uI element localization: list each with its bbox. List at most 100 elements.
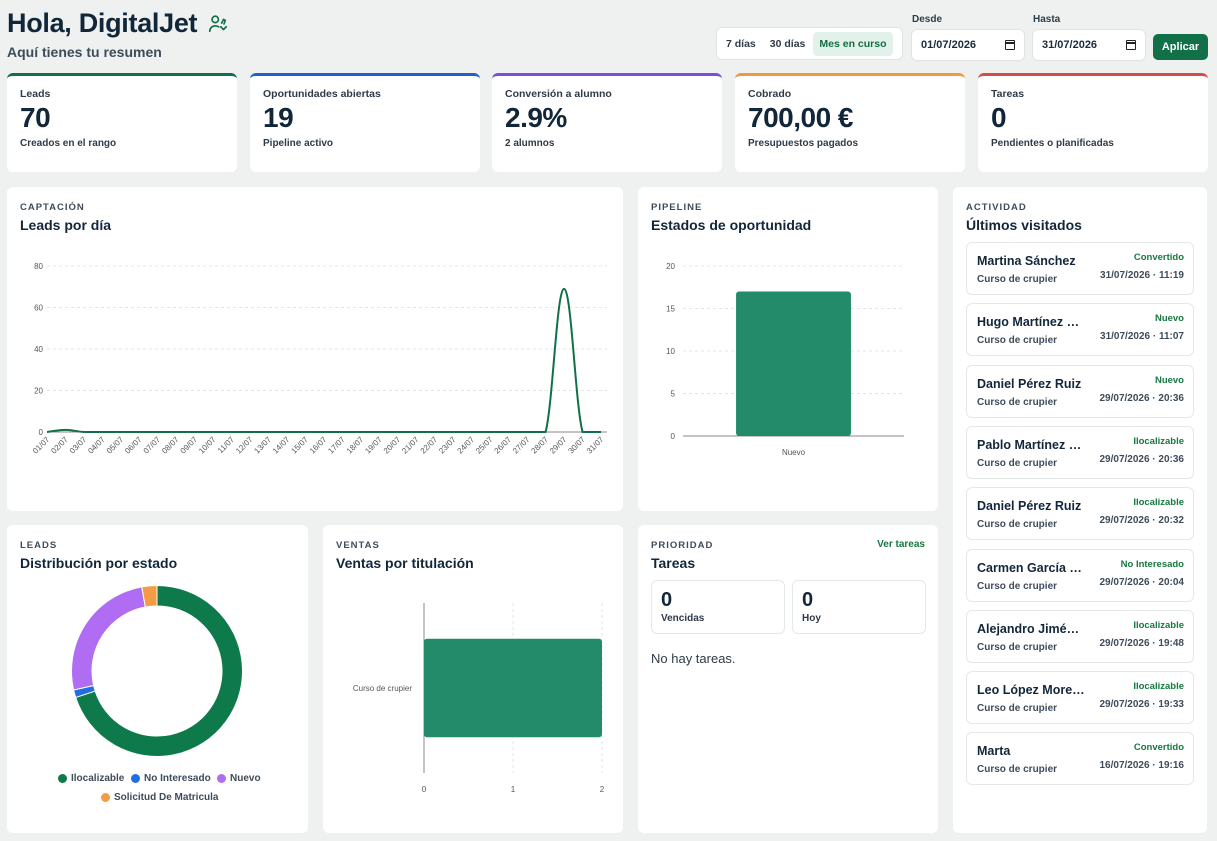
visit-course: Curso de crupier bbox=[977, 396, 1058, 408]
x-tick-label: 15/07 bbox=[289, 435, 310, 456]
x-tick-label: 24/07 bbox=[456, 435, 477, 456]
y-tick-label: 20 bbox=[34, 387, 43, 396]
visit-status-badge: Ilocalizable bbox=[1133, 681, 1184, 693]
page-header: Hola, DigitalJet Aquí tienes tu resumen … bbox=[0, 0, 1217, 70]
status-donut-chart bbox=[71, 584, 243, 757]
visit-name: Carmen García López bbox=[977, 560, 1085, 575]
greeting-text: Hola, DigitalJet bbox=[7, 8, 198, 38]
kpi-value: 2.9% bbox=[505, 102, 567, 133]
visit-course: Curso de crupier bbox=[977, 519, 1058, 531]
x-tick-label: 13/07 bbox=[252, 435, 273, 456]
card-eyebrow: ACTIVIDAD bbox=[966, 202, 1027, 213]
x-tick-label: Nuevo bbox=[782, 448, 806, 457]
x-tick-label: 06/07 bbox=[123, 435, 144, 456]
visit-name: Martina Sánchez bbox=[977, 254, 1076, 268]
to-date-input[interactable]: 31/07/2026 bbox=[1032, 29, 1146, 61]
recent-visit-item[interactable]: Martina Sánchez Curso de crupier Convertid… bbox=[966, 242, 1194, 295]
kpi-label: Cobrado bbox=[748, 88, 792, 100]
visit-status-badge: Convertido bbox=[1133, 742, 1184, 754]
recent-visit-item[interactable]: Alejandro Jiménez Curso de crupier Ilocali… bbox=[966, 609, 1194, 663]
calendar-icon[interactable] bbox=[1126, 40, 1136, 50]
kpi-label: Conversión a alumno bbox=[505, 88, 612, 100]
x-tick-label: 29/07 bbox=[548, 435, 569, 456]
recent-visit-item[interactable]: Daniel Pérez Ruiz Curso de crupier Nuevo 29… bbox=[966, 364, 1194, 418]
recent-visit-item[interactable]: Daniel Pérez Ruiz Curso de crupier Ilocali… bbox=[966, 487, 1194, 541]
visit-status-badge: Nuevo bbox=[1154, 374, 1184, 386]
visit-date: 29/07/2026 · 19:33 bbox=[1099, 699, 1184, 711]
x-tick-label: 2 bbox=[600, 785, 605, 794]
card-eyebrow: VENTAS bbox=[336, 540, 380, 551]
x-tick-label: 08/07 bbox=[160, 435, 181, 456]
x-tick-label: 27/07 bbox=[511, 435, 532, 456]
legend-item: Ilocalizable bbox=[58, 773, 124, 784]
range-7-days-button[interactable]: 7 días bbox=[726, 37, 756, 50]
y-tick-label: 0 bbox=[39, 428, 44, 437]
recent-visit-item[interactable]: Carmen García López Curso de crupier No In… bbox=[966, 548, 1194, 602]
sales-bar-chart: 0 1 2 Curso de crupier bbox=[353, 603, 605, 794]
view-tasks-link[interactable]: Ver tareas bbox=[877, 539, 925, 550]
slice-nuevo bbox=[71, 586, 146, 691]
from-date-input[interactable]: 01/07/2026 bbox=[911, 29, 1025, 61]
today-label: Hoy bbox=[802, 613, 821, 624]
kpi-value: 19 bbox=[263, 102, 294, 133]
kpi-subtext: 2 alumnos bbox=[505, 138, 555, 149]
opportunity-states-card: PIPELINE Estados de oportunidad 0 5 10 15 20… bbox=[638, 187, 938, 511]
x-tick-label: 23/07 bbox=[437, 435, 458, 456]
x-tick-label: 20/07 bbox=[382, 435, 403, 456]
recent-visit-item[interactable]: Marta Curso de crupier Convertido 16/07/202… bbox=[966, 732, 1194, 786]
overdue-count: 0 bbox=[661, 589, 673, 611]
card-title: Leads por día bbox=[20, 217, 112, 233]
range-30-days-button[interactable]: 30 días bbox=[769, 37, 806, 50]
slice-ilocalizable bbox=[75, 584, 243, 757]
visit-course: Curso de crupier bbox=[977, 274, 1058, 285]
sales-by-course-card: VENTAS Ventas por titulación 0 1 2 Curso de… bbox=[323, 525, 623, 833]
x-tick-label: 07/07 bbox=[142, 435, 163, 456]
y-tick-label: 15 bbox=[666, 305, 675, 314]
kpi-value: 700,00 € bbox=[748, 102, 854, 133]
recent-visit-item[interactable]: Hugo Martínez López Curso de crupier Nuevo… bbox=[966, 303, 1194, 357]
x-tick-label: 03/07 bbox=[68, 435, 89, 456]
status-distribution-card: LEADS Distribución por estado Ilocalizab… bbox=[7, 525, 308, 833]
visit-status-badge: Convertido bbox=[1133, 252, 1184, 263]
legend-label: Solicitud De Matricula bbox=[114, 792, 219, 803]
card-eyebrow: PIPELINE bbox=[651, 202, 703, 213]
visit-name: Alejandro Jiménez bbox=[977, 621, 1085, 636]
visit-status-badge: No Interesado bbox=[1120, 558, 1184, 570]
recent-visit-item[interactable]: Leo López Moreno Curso de crupier Ilocaliz… bbox=[966, 671, 1194, 725]
visit-name: Pablo Martínez García bbox=[977, 437, 1085, 452]
recent-activity-card: ACTIVIDAD Últimos visitados Martina Sánc… bbox=[953, 187, 1207, 833]
kpi-subtext: Pendientes o planificadas bbox=[991, 138, 1114, 149]
kpi-value: 0 bbox=[991, 102, 1007, 133]
visit-date: 29/07/2026 · 20:36 bbox=[1099, 453, 1184, 465]
calendar-icon[interactable] bbox=[1005, 40, 1015, 50]
range-current-month-button[interactable]: Mes en curso bbox=[813, 31, 893, 56]
visit-course: Curso de crupier bbox=[977, 703, 1058, 715]
visit-name: Hugo Martínez López bbox=[977, 315, 1085, 330]
today-count: 0 bbox=[802, 589, 814, 611]
kpi-subtext: Pipeline activo bbox=[263, 138, 334, 149]
apply-button[interactable]: Aplicar bbox=[1153, 34, 1208, 60]
x-tick-label: 18/07 bbox=[345, 435, 366, 456]
date-range-selector: 7 días 30 días Mes en curso bbox=[716, 27, 903, 60]
visit-status-badge: Nuevo bbox=[1154, 313, 1184, 325]
visit-date: 16/07/2026 · 19:16 bbox=[1099, 760, 1184, 772]
y-tick-label: 5 bbox=[671, 390, 676, 399]
y-tick-label: 10 bbox=[666, 347, 675, 356]
from-date-value: 01/07/2026 bbox=[921, 39, 977, 51]
card-title: Últimos visitados bbox=[966, 217, 1082, 233]
recent-visit-item[interactable]: Pablo Martínez García Curso de crupier Ilo… bbox=[966, 425, 1194, 479]
opportunity-bar-chart: 0 5 10 15 20 Nuevo bbox=[666, 262, 904, 457]
y-tick-label: 20 bbox=[666, 262, 675, 271]
x-tick-label: 16/07 bbox=[308, 435, 329, 456]
x-tick-label: 04/07 bbox=[86, 435, 107, 456]
visit-date: 31/07/2026 · 11:19 bbox=[1100, 270, 1184, 281]
from-date-label: Desde bbox=[912, 14, 943, 25]
kpi-label: Leads bbox=[20, 88, 51, 100]
legend-dot bbox=[131, 774, 140, 783]
visit-name: Marta bbox=[977, 744, 1011, 759]
card-title: Estados de oportunidad bbox=[651, 217, 812, 233]
kpi-subtext: Creados en el rango bbox=[20, 138, 117, 149]
x-tick-label: 05/07 bbox=[105, 435, 126, 456]
greeting: Hola, DigitalJet bbox=[7, 8, 229, 39]
x-tick-label: 01/07 bbox=[31, 435, 52, 456]
